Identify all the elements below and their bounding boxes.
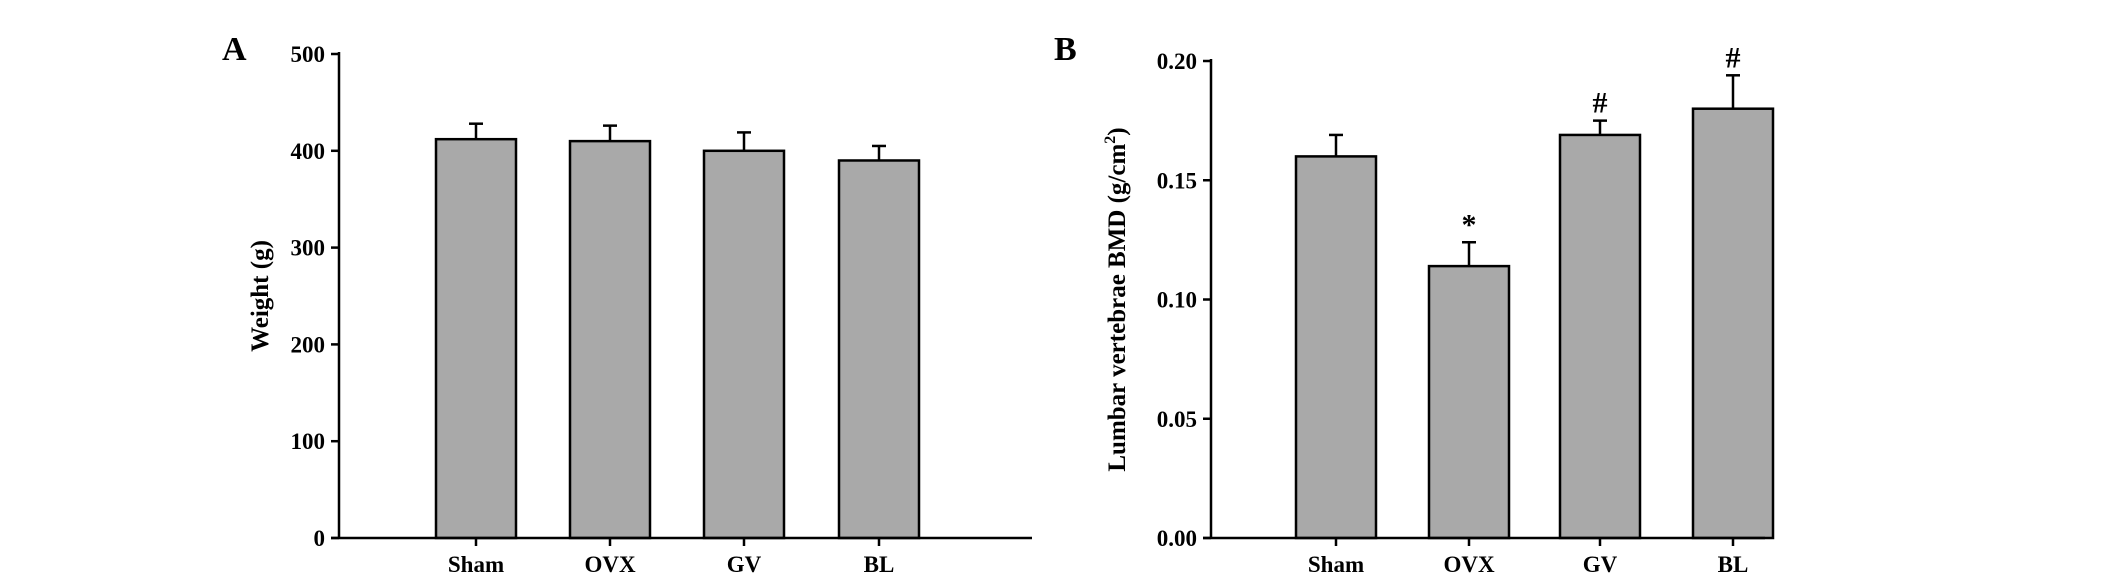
y-tick-label: 300 bbox=[291, 236, 326, 261]
x-tick-label: OVX bbox=[584, 552, 636, 577]
significance-marker: # bbox=[1593, 87, 1608, 120]
chart-panel-a: A Sham OVX GV BL 0 100 200 300 400 500 Weight (g) bbox=[222, 31, 1032, 577]
y-axis-label-superscript: 2 bbox=[1102, 136, 1119, 144]
x-tick-label: BL bbox=[864, 552, 895, 577]
panel-label: A bbox=[222, 31, 247, 68]
y-tick-label: 0 bbox=[314, 526, 326, 551]
y-tick-label: 500 bbox=[291, 42, 326, 67]
y-tick-label: 400 bbox=[291, 139, 326, 164]
panel-label: B bbox=[1054, 31, 1077, 68]
x-tick-label: BL bbox=[1718, 552, 1749, 577]
bar bbox=[1427, 264, 1511, 540]
bar bbox=[434, 137, 518, 540]
significance-marker: # bbox=[1726, 41, 1741, 74]
x-tick-label: OVX bbox=[1443, 552, 1495, 577]
bar bbox=[568, 139, 652, 540]
x-tick-label: GV bbox=[727, 552, 762, 577]
bar bbox=[1558, 133, 1642, 540]
bar bbox=[1294, 155, 1378, 540]
y-tick-label: 0.00 bbox=[1157, 526, 1197, 551]
y-axis-label: Weight (g) bbox=[247, 240, 274, 352]
y-tick-label: 200 bbox=[291, 332, 326, 357]
y-tick-label: 0.10 bbox=[1157, 288, 1197, 313]
y-axis-label-end: ) bbox=[1104, 127, 1131, 135]
bar bbox=[1691, 107, 1775, 540]
y-tick-label: 0.15 bbox=[1157, 168, 1197, 193]
y-axis-label-text: Lumbar vertebrae BMD (g/cm bbox=[1104, 144, 1131, 472]
x-tick-label: Sham bbox=[1308, 552, 1364, 577]
chart-panel-b: B Sham * OVX # GV # BL 0.00 0.05 0.10 0.15 0.20 Lumba… bbox=[1054, 31, 1775, 577]
x-tick-label: GV bbox=[1583, 552, 1618, 577]
y-tick-label: 0.20 bbox=[1157, 49, 1197, 74]
bar bbox=[702, 149, 786, 540]
y-tick-label: 0.05 bbox=[1157, 407, 1197, 432]
y-tick-label: 100 bbox=[291, 429, 326, 454]
bar bbox=[837, 159, 921, 540]
x-tick-label: Sham bbox=[448, 552, 504, 577]
y-axis-label-text: Weight (g) bbox=[247, 240, 274, 352]
significance-marker: * bbox=[1462, 208, 1477, 241]
y-axis-label: Lumbar vertebrae BMD (g/cm2) bbox=[1102, 127, 1131, 471]
